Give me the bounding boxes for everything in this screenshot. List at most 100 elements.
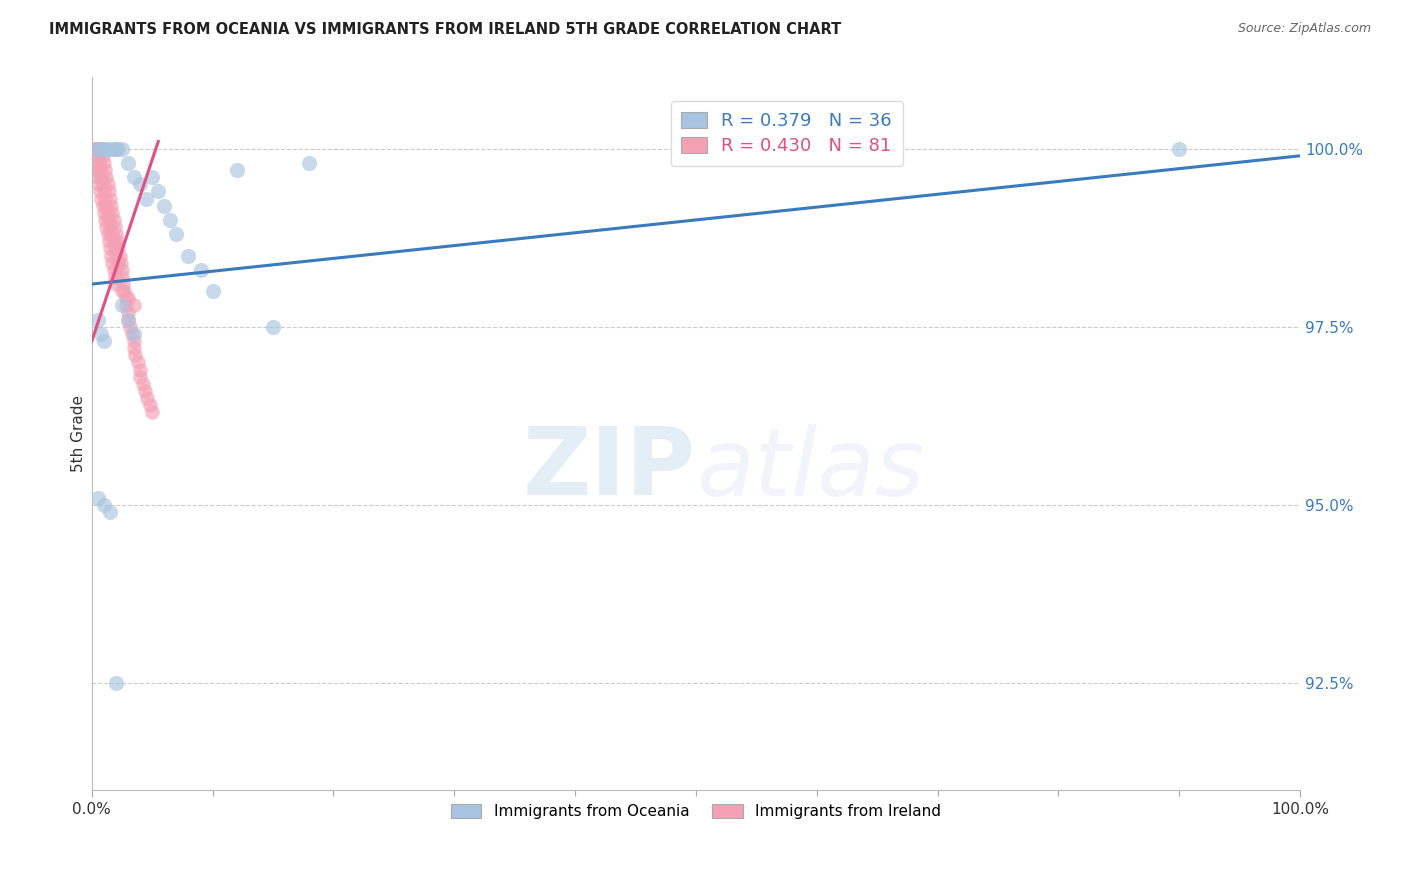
Point [96, 142, 118, 156]
Point [87, 170, 110, 185]
Point [86, 163, 108, 178]
Point [91, 178, 114, 192]
Point [87, 142, 110, 156]
Point [96, 199, 118, 213]
Point [112, 277, 135, 291]
Point [90, 192, 112, 206]
Point [111, 269, 134, 284]
Point [122, 341, 145, 355]
Point [94, 192, 117, 206]
Point [87, 491, 110, 505]
Text: ZIP: ZIP [523, 424, 696, 516]
Point [107, 242, 129, 256]
Point [87, 312, 110, 326]
Point [117, 291, 139, 305]
Point [93, 185, 115, 199]
Point [298, 156, 321, 170]
Point [122, 334, 145, 348]
Point [87, 178, 110, 192]
Legend: Immigrants from Oceania, Immigrants from Ireland: Immigrants from Oceania, Immigrants from… [444, 797, 948, 825]
Point [136, 391, 159, 405]
Point [139, 398, 162, 412]
Point [91, 199, 114, 213]
Point [122, 170, 145, 185]
Point [262, 319, 284, 334]
Point [111, 142, 134, 156]
Point [87, 142, 110, 156]
Point [104, 227, 127, 242]
Point [97, 185, 120, 199]
Point [103, 235, 125, 249]
Point [94, 213, 117, 227]
Point [165, 227, 187, 242]
Point [87, 142, 110, 156]
Point [90, 326, 112, 341]
Point [97, 235, 120, 249]
Point [129, 362, 152, 376]
Text: Source: ZipAtlas.com: Source: ZipAtlas.com [1237, 22, 1371, 36]
Point [148, 185, 170, 199]
Point [93, 142, 115, 156]
Point [96, 227, 118, 242]
Point [103, 142, 125, 156]
Point [225, 163, 247, 178]
Point [98, 192, 121, 206]
Point [835, 142, 858, 156]
Point [112, 284, 135, 298]
Point [190, 262, 212, 277]
Point [122, 298, 145, 312]
Point [111, 284, 134, 298]
Point [90, 142, 112, 156]
Point [93, 498, 115, 512]
Point [96, 220, 118, 235]
Point [111, 262, 134, 277]
Point [141, 170, 163, 185]
Point [104, 248, 127, 262]
Point [91, 149, 114, 163]
Point [117, 312, 139, 326]
Point [104, 220, 127, 235]
Y-axis label: 5th Grade: 5th Grade [72, 395, 86, 472]
Point [117, 305, 139, 319]
Point [134, 384, 156, 398]
Point [1168, 142, 1191, 156]
Point [87, 156, 110, 170]
Point [201, 284, 224, 298]
Point [104, 277, 127, 291]
Point [104, 676, 127, 690]
Point [124, 348, 146, 362]
Point [101, 255, 124, 269]
Point [100, 227, 122, 242]
Point [107, 142, 129, 156]
Point [129, 178, 152, 192]
Point [104, 142, 127, 156]
Point [120, 319, 142, 334]
Point [94, 163, 117, 178]
Point [107, 255, 129, 269]
Point [103, 213, 125, 227]
Point [104, 242, 127, 256]
Point [98, 142, 121, 156]
Point [98, 242, 121, 256]
Point [111, 298, 134, 312]
Point [117, 156, 139, 170]
Point [159, 213, 181, 227]
Point [84, 156, 107, 170]
Point [100, 248, 122, 262]
Point [93, 156, 115, 170]
Point [96, 170, 118, 185]
Point [93, 206, 115, 220]
Point [135, 192, 157, 206]
Point [127, 355, 149, 369]
Point [90, 142, 112, 156]
Point [110, 255, 132, 269]
Point [114, 298, 136, 312]
Point [84, 142, 107, 156]
Point [122, 326, 145, 341]
Point [89, 185, 111, 199]
Point [98, 505, 121, 519]
Point [117, 312, 139, 326]
Point [105, 235, 128, 249]
Point [108, 248, 131, 262]
Point [96, 206, 118, 220]
